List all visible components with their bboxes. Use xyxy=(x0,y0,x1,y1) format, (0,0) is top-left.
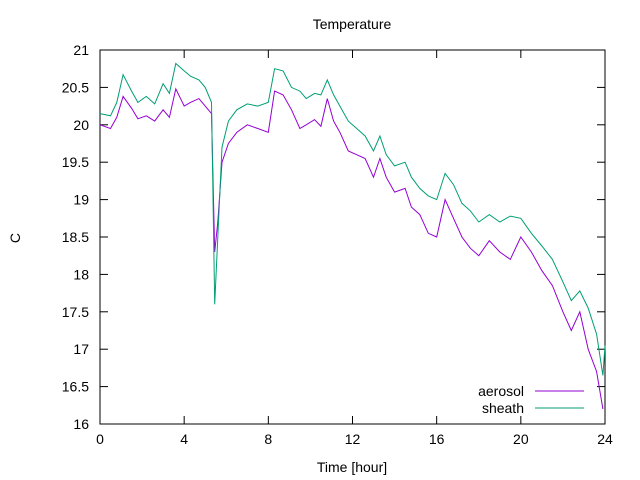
y-tick-label: 19 xyxy=(73,192,89,208)
axis-ticks: 0 4 8 12 16 20 24 16 16.5 17 17.5 18 18.5 19 19.5 20 20.… xyxy=(62,42,613,447)
series-layer xyxy=(99,62,606,410)
y-tick-label: 16 xyxy=(73,416,89,432)
x-tick-label: 0 xyxy=(96,431,104,447)
x-tick-label: 4 xyxy=(180,431,188,447)
y-tick-label: 18.5 xyxy=(62,229,89,245)
y-tick-label: 21 xyxy=(73,42,89,58)
y-tick-label: 16.5 xyxy=(62,379,89,395)
legend-label-aerosol: aerosol xyxy=(478,383,524,399)
y-tick-label: 20.5 xyxy=(62,79,89,95)
x-tick-label: 8 xyxy=(264,431,272,447)
x-tick-label: 24 xyxy=(597,431,613,447)
x-tick-label: 16 xyxy=(429,431,445,447)
y-tick-label: 17.5 xyxy=(62,304,89,320)
plot-frame xyxy=(99,49,606,425)
x-tick-label: 20 xyxy=(513,431,529,447)
x-axis-label: Time [hour] xyxy=(317,459,387,475)
x-tick-label: 12 xyxy=(345,431,361,447)
y-axis-label: C xyxy=(7,233,23,243)
y-tick-label: 19.5 xyxy=(62,154,89,170)
chart-title: Temperature xyxy=(313,16,392,32)
legend-label-sheath: sheath xyxy=(482,400,524,416)
series-line-sheath xyxy=(99,62,606,376)
y-tick-label: 18 xyxy=(73,266,89,282)
y-tick-label: 20 xyxy=(73,117,89,133)
series-line-aerosol xyxy=(99,87,604,410)
y-tick-label: 17 xyxy=(73,341,89,357)
